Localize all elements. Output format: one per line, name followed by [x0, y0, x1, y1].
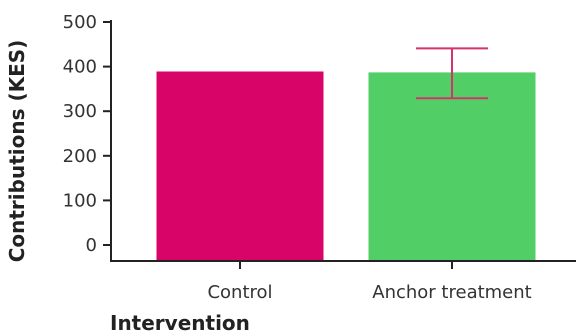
y-tick-label: 200 [63, 146, 97, 167]
error-bar-anchor-treatment [416, 47, 488, 100]
error-bars-layer [416, 47, 488, 100]
y-axis-title: Contributions (KES) [5, 40, 29, 263]
y-tick-label: 500 [63, 12, 97, 33]
bars-layer [156, 71, 536, 261]
x-tick-label: Anchor treatment [372, 282, 531, 303]
bar-anchor-treatment [368, 72, 536, 261]
y-tick-label: 100 [63, 190, 97, 211]
y-tick-label: 400 [63, 57, 97, 78]
x-ticks-layer: Control Anchor treatment [207, 261, 532, 303]
y-tick-label: 0 [86, 235, 97, 256]
bar-control [156, 71, 324, 261]
x-axis-title: Intervention [110, 311, 250, 333]
x-tick-label: Control [207, 282, 272, 303]
y-tick-label: 300 [63, 101, 97, 122]
y-ticks-layer: 0 100 200 300 400 500 [63, 12, 111, 256]
